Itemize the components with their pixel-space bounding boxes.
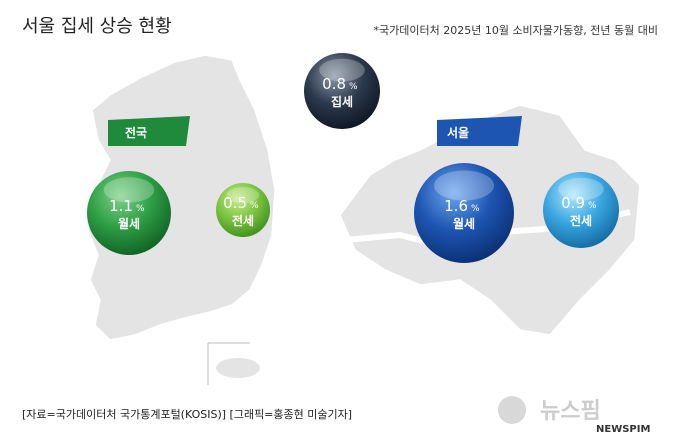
- bubble-shine: [103, 177, 155, 203]
- bubble-value: 0.9: [561, 194, 585, 212]
- bubble-value: 1.1: [109, 197, 133, 215]
- credit: [자료=국가데이터처 국가통계포털(KOSIS)] [그래픽=홍종현 미술기자]: [22, 407, 352, 421]
- bubble-shine: [319, 58, 365, 82]
- banner: [108, 116, 190, 146]
- bubble-label: 집세: [331, 94, 353, 109]
- bubble-unit: %: [471, 204, 480, 214]
- bubble-shine: [226, 187, 260, 204]
- bubble: [87, 171, 171, 255]
- banner: [437, 116, 522, 146]
- jeju-island: [216, 358, 260, 378]
- bubble-label: 전세: [232, 213, 254, 228]
- bubble-value: 0.8: [322, 75, 346, 93]
- bubble-unit: %: [588, 201, 597, 211]
- bubble-label: 월세: [118, 216, 140, 231]
- banner-label: 전국: [125, 125, 147, 140]
- bubble: [543, 172, 619, 248]
- bubble-value: 1.6: [444, 197, 468, 215]
- bubble: [414, 163, 514, 263]
- bubble-label: 전세: [570, 213, 592, 228]
- bubble-unit: %: [349, 82, 358, 92]
- banner-label: 서울: [447, 125, 469, 140]
- title: 서울 집세 상승 현황: [22, 16, 172, 37]
- logo-mark: [498, 396, 526, 424]
- logo-ko: 뉴스핌: [540, 399, 601, 424]
- bubble: [304, 53, 380, 129]
- bubble-shine: [558, 177, 604, 201]
- inset-frame: [207, 342, 250, 385]
- bubble-shine: [434, 170, 494, 201]
- bubble-unit: %: [136, 204, 145, 214]
- bubble-value: 0.5: [223, 194, 247, 212]
- note: *국가데이터처 2025년 10월 소비자물가동향, 전년 동월 대비: [374, 24, 659, 37]
- bubble-label: 월세: [453, 216, 475, 231]
- bubble-unit: %: [250, 201, 259, 211]
- bubble: [216, 183, 270, 237]
- logo-en: NEWSPIM: [596, 424, 650, 435]
